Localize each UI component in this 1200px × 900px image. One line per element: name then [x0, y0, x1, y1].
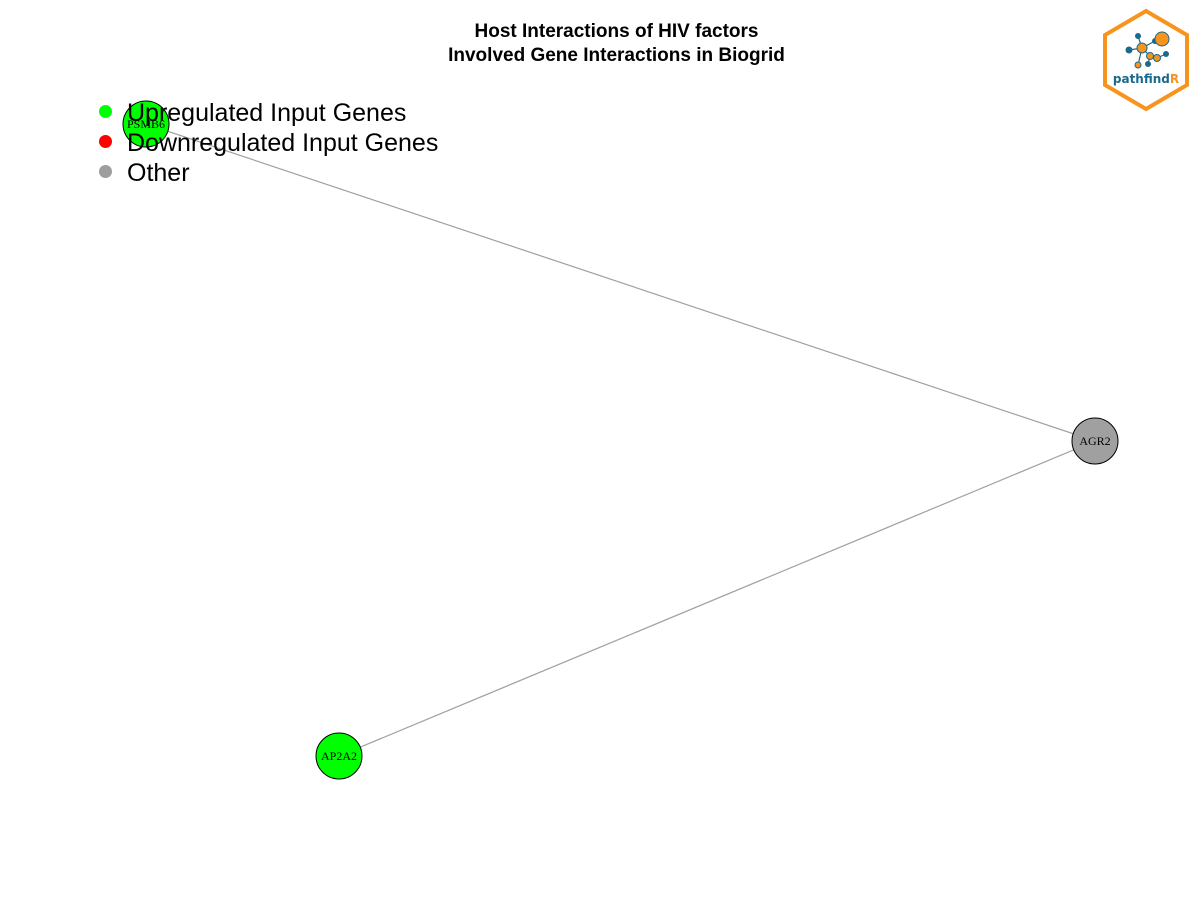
legend-marker-upregulated: [99, 105, 112, 118]
node-circle-agr2: [1071, 417, 1119, 465]
edge-psmb6-agr2: [145, 123, 1096, 442]
edges-layer: [145, 123, 1096, 757]
node-label-ap2a2: AP2A2: [321, 749, 357, 763]
logo-wordmark: pathfindR: [1113, 72, 1179, 86]
legend-label-upregulated: Upregulated Input Genes: [127, 99, 407, 127]
legend-label-other: Other: [127, 159, 190, 187]
legend-marker-downregulated: [99, 135, 112, 148]
chart-title-line2: Involved Gene Interactions in Biogrid: [448, 45, 785, 66]
edge-ap2a2-agr2: [338, 440, 1096, 757]
pathfindr-logo: pathfindR: [1103, 8, 1189, 112]
node-psmb6: PSMB6: [122, 100, 170, 148]
nodes-layer: PSMB6 AGR2 AP2A2: [122, 100, 1119, 780]
logo-hexagon: [1103, 8, 1189, 112]
logo-wordmark-main: pathfind: [1113, 72, 1170, 86]
logo-wordmark-accent: R: [1170, 72, 1179, 86]
chart-title: Host Interactions of HIV factors Involve…: [0, 20, 1200, 68]
legend-label-downregulated: Downregulated Input Genes: [127, 129, 439, 157]
node-circle-psmb6: [122, 100, 170, 148]
legend-marker-other: [99, 165, 112, 178]
node-circle-ap2a2: [315, 732, 363, 780]
node-agr2: AGR2: [1071, 417, 1119, 465]
logo-network-nodes: [1125, 31, 1170, 69]
node-ap2a2: AP2A2: [315, 732, 363, 780]
node-label-psmb6: PSMB6: [127, 117, 165, 131]
chart-title-line1: Host Interactions of HIV factors: [474, 21, 759, 42]
node-label-agr2: AGR2: [1079, 434, 1110, 448]
